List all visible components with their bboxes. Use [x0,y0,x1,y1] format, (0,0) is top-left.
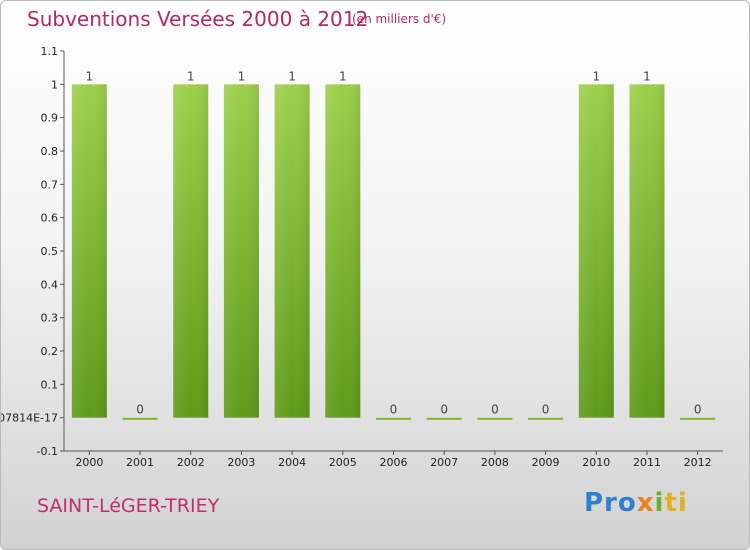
x-tick-label: 2011 [633,456,661,469]
bar-value-label: 0 [491,403,499,417]
logo-part-2: x [636,488,655,518]
bar-value-label: 1 [339,69,347,83]
bar-value-label: 0 [440,403,448,417]
y-tick-label: 0.3 [41,312,59,325]
x-tick-label: 2003 [227,456,255,469]
bar-shade-2003 [223,84,259,418]
x-axis: 2000 2001 2002 2003 2004 2005 2006 2007 2008 2009… [64,450,723,469]
bar-value-label: 1 [288,69,296,83]
x-tick-label: 2007 [430,456,458,469]
y-axis: -0.1 1.3877787807814E-17 0.1 0.2 0.3 0.4 0.5 0.… [1,45,65,458]
x-tick-label: 2010 [582,456,610,469]
bar-value-label: 0 [390,403,398,417]
y-tick-label: 0.6 [41,212,59,225]
x-tick-label: 2008 [481,456,509,469]
y-tick-label: 0.2 [41,345,59,358]
bar-value-label: 1 [187,69,195,83]
y-tick-label: 0.7 [41,178,59,191]
bar-shade-2005 [325,84,361,418]
bar-2012 [680,417,716,420]
y-tick-label: 1 [51,78,58,91]
bar-shade-2010 [578,84,614,418]
bar-shade-2004 [274,84,310,418]
bar-value-label: 0 [136,403,144,417]
y-tick-label: 0.4 [41,278,59,291]
commune-name: SAINT-LéGER-TRIEY [37,495,220,517]
x-tick-label: 2001 [126,456,154,469]
y-tick-label: -0.1 [37,445,58,458]
y-tick-label: 0.1 [41,378,59,391]
x-tick-label: 2004 [278,456,306,469]
y-tick-label: 0.5 [41,245,59,258]
x-tick-label: 2009 [532,456,560,469]
y-tick-label: 0.9 [41,112,59,125]
chart-title: Subventions Versées 2000 à 2012 [27,7,369,31]
x-tick-label: 2002 [177,456,205,469]
bar-shade-2011 [629,84,665,418]
bar-value-label: 1 [238,69,246,83]
bar-2001 [122,417,158,420]
bar-value-label: 0 [694,403,702,417]
bar-2006 [376,417,411,420]
logo-part-3: i [654,488,665,518]
bar-value-label: 1 [643,69,651,83]
x-tick-label: 2006 [380,456,408,469]
logo-part-4: ti [664,488,688,518]
x-tick-label: 2012 [684,456,712,469]
x-tick-label: 2005 [329,456,357,469]
y-tick-label: 0.8 [41,145,59,158]
proxiti-logo[interactable]: Proxiti [584,488,688,518]
x-tick-label: 2000 [75,456,103,469]
bar-value-label: 1 [592,69,600,83]
bar-value-label: 0 [542,403,550,417]
chart-subtitle: (en milliers d'€) [352,12,447,26]
bar-shade-2000 [71,84,107,418]
bar-2007 [426,417,462,420]
logo-part-1: Pro [584,488,637,518]
bar-2008 [477,417,513,420]
bar-value-label: 1 [86,69,94,83]
bar-2009 [528,417,564,420]
bar-shade-2002 [173,84,209,418]
y-tick-label: 1.1 [41,45,59,58]
y-tick-label: 1.3877787807814E-17 [1,412,58,425]
bars: 1 0 1 1 1 1 0 0 0 0 1 1 0 [71,69,716,420]
